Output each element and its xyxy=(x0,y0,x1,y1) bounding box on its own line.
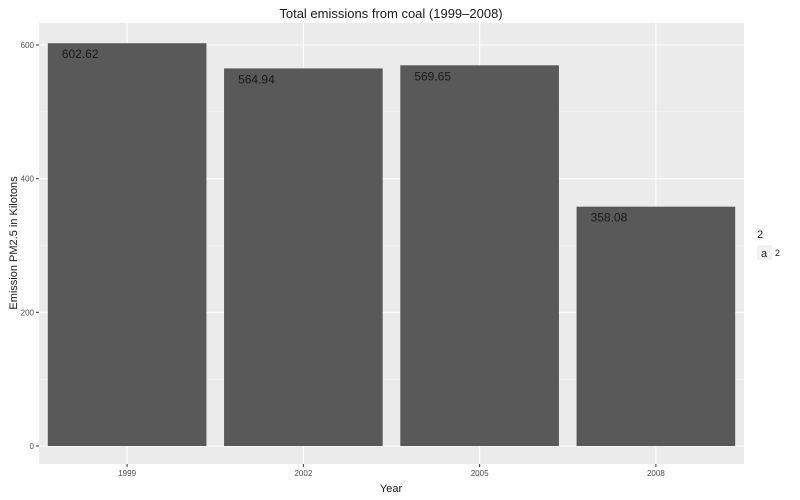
bars xyxy=(47,43,736,447)
x-axis: 1999 2002 2005 2008 xyxy=(118,464,665,478)
y-axis: 0 200 400 600 xyxy=(21,41,39,451)
x-tick-label: 2008 xyxy=(647,469,665,478)
y-tick-label: 400 xyxy=(21,175,35,184)
y-axis-title: Emission PM2.5 in Kilotons xyxy=(8,176,20,310)
legend-title: 2 xyxy=(757,229,763,241)
x-tick-label: 2005 xyxy=(471,469,489,478)
legend-key xyxy=(757,245,772,260)
bar xyxy=(47,43,207,447)
chart-title: Total emissions from coal (1999–2008) xyxy=(279,6,502,21)
bar xyxy=(224,68,383,447)
data-label: 602.62 xyxy=(62,47,99,61)
legend-label: 2 xyxy=(775,248,780,258)
x-axis-title: Year xyxy=(380,483,403,495)
legend: 2 a 2 xyxy=(757,229,780,260)
data-label: 569.65 xyxy=(414,69,451,83)
x-tick-label: 2002 xyxy=(294,469,312,478)
legend-key-glyph: a xyxy=(761,248,768,260)
y-tick-label: 0 xyxy=(30,442,35,451)
y-tick-label: 600 xyxy=(21,41,35,50)
y-tick-label: 200 xyxy=(21,308,35,317)
bar xyxy=(400,65,559,446)
data-labels: 602.62 564.94 569.65 358.08 xyxy=(62,47,628,224)
data-label: 564.94 xyxy=(238,72,275,86)
bar xyxy=(576,206,736,446)
x-tick-label: 1999 xyxy=(118,469,136,478)
data-label: 358.08 xyxy=(591,211,628,225)
